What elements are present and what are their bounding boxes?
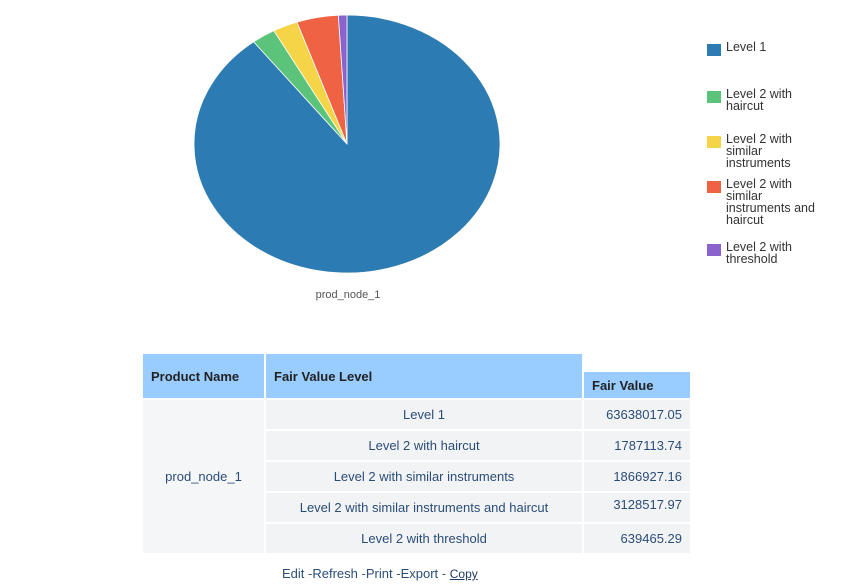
legend-item[interactable]: Level 2 with similar instruments (707, 133, 826, 169)
value-cell: 1866927.16 (583, 461, 691, 492)
legend-swatch (707, 244, 721, 256)
refresh-link[interactable]: Refresh (312, 566, 358, 581)
level-cell: Level 1 (265, 399, 583, 430)
legend-item[interactable]: Level 1 (707, 41, 826, 56)
fair-value-table: Product Name Fair Value Level Fair Value… (142, 353, 691, 554)
legend-label: Level 2 with threshold (726, 240, 793, 266)
level-cell: Level 2 with similar instruments (265, 461, 583, 492)
legend-swatch (707, 44, 721, 56)
table-row: Level 2 with similar instruments and hai… (142, 492, 691, 523)
legend-swatch (707, 91, 721, 103)
table-row: prod_node_1 Level 1 63638017.05 (142, 399, 691, 554)
value-cell: 63638017.05 (583, 399, 691, 430)
footer-actions: Edit -Refresh -Print -Export - Copy (282, 566, 478, 581)
print-link[interactable]: Print (365, 566, 393, 581)
table-row: Level 2 with similar instruments 1866927… (142, 461, 691, 492)
product-name-cell: prod_node_1 (142, 399, 265, 554)
level-cell: Level 2 with haircut (265, 430, 583, 461)
table-row: Level 2 with haircut 1787113.74 (142, 430, 691, 461)
separator: - (396, 566, 401, 581)
pie-chart (193, 14, 501, 274)
export-link[interactable]: Export (400, 566, 439, 581)
value-cell: 1787113.74 (583, 430, 691, 461)
legend-label: Level 2 with haircut (726, 87, 793, 113)
pie-chart-area: prod_node_1 Level 1 Level 2 with haircut L… (193, 14, 826, 301)
legend-label: Level 1 (726, 40, 767, 54)
header-product-name[interactable]: Product Name (142, 353, 265, 399)
pie-slice[interactable] (337, 14, 348, 145)
separator: - (441, 566, 447, 581)
legend-swatch (707, 181, 721, 193)
edit-link[interactable]: Edit (282, 566, 305, 581)
value-cell: 639465.29 (583, 523, 691, 554)
legend-item[interactable]: Level 2 with threshold (707, 241, 826, 265)
copy-link[interactable]: Copy (449, 567, 478, 581)
legend-label: Level 2 with similar instruments and hai… (726, 177, 815, 227)
table-row: Level 2 with threshold 639465.29 (142, 523, 691, 554)
separator: - (361, 566, 366, 581)
level-cell: Level 2 with threshold (265, 523, 583, 554)
value-cell: 3128517.97 (583, 492, 691, 523)
level-cell: Level 2 with similar instruments and hai… (265, 492, 583, 523)
legend-item[interactable]: Level 2 with haircut (707, 88, 826, 112)
legend-swatch (707, 136, 721, 148)
chart-caption: prod_node_1 (315, 289, 381, 301)
separator: - (308, 566, 313, 581)
legend-label: Level 2 with similar instruments (726, 132, 793, 170)
legend-item[interactable]: Level 2 with similar instruments and hai… (707, 178, 826, 226)
header-fair-value-level[interactable]: Fair Value Level (265, 353, 583, 399)
header-fair-value[interactable]: Fair Value (583, 371, 691, 399)
